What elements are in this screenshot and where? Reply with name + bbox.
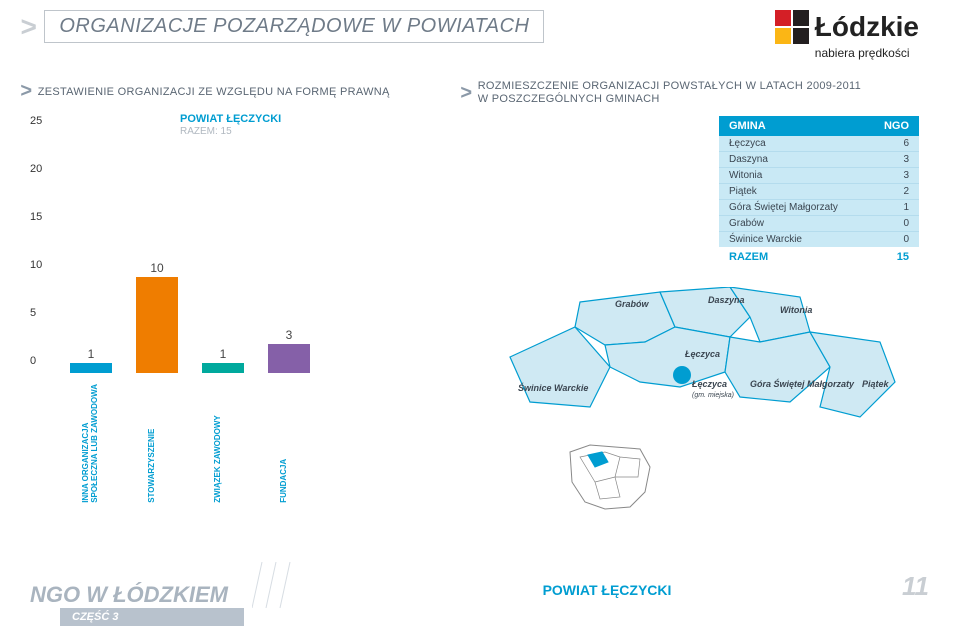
row-name: Łęczyca	[729, 138, 766, 149]
row-name: Witonia	[729, 170, 762, 181]
page-header: > ORGANIZACJE POZARZĄDOWE W POWIATACH Łó…	[0, 0, 959, 60]
bar	[268, 344, 310, 373]
map-region-label: Świnice Warckie	[518, 383, 588, 393]
map-region-label: Góra Świętej Małgorzaty	[750, 379, 854, 389]
row-name: Piątek	[729, 186, 757, 197]
right-column: > ROZMIESZCZENIE ORGANIZACJI POWSTAŁYCH …	[460, 80, 919, 487]
table-head: GMINA NGO	[719, 116, 919, 136]
footer-part: CZĘŚĆ 3	[60, 608, 244, 626]
x-axis-label: FUNDACJA	[280, 461, 298, 503]
row-name: Grabów	[729, 218, 764, 229]
row-value: 1	[903, 202, 909, 213]
y-tick-label: 15	[30, 211, 42, 223]
map-region-label: Grabów	[615, 299, 649, 309]
page-footer: NGO W ŁÓDZKIEM CZĘŚĆ 3 POWIAT ŁĘCZYCKI 1…	[20, 562, 929, 608]
left-subhead: > ZESTAWIENIE ORGANIZACJI ZE WZGLĘDU NA …	[20, 80, 420, 103]
table-row: Świnice Warckie 0	[719, 232, 919, 247]
table-row: Piątek 2	[719, 184, 919, 200]
x-axis-label: STOWARZYSZENIE	[148, 461, 166, 503]
row-value: 3	[903, 170, 909, 181]
page-number: 11	[902, 571, 929, 608]
footer-center: POWIAT ŁĘCZYCKI	[543, 582, 672, 608]
mini-map-icon	[560, 437, 660, 517]
row-name: Świnice Warckie	[729, 234, 802, 245]
bar	[70, 363, 112, 373]
bar-value: 1	[88, 347, 95, 361]
table-row: Góra Świętej Małgorzaty 1	[719, 200, 919, 216]
table-row: Witonia 3	[719, 168, 919, 184]
y-tick-label: 5	[30, 307, 36, 319]
footer-title: NGO W ŁÓDZKIEM	[20, 578, 244, 608]
map-region-label: Łęczyca	[685, 349, 720, 359]
region-map: Grabów Daszyna Witonia Łęczyca Łęczyca(gm. m…	[460, 287, 919, 487]
row-name: Góra Świętej Małgorzaty	[729, 202, 838, 213]
table-row: Grabów 0	[719, 216, 919, 232]
bar-group: 1	[202, 347, 244, 373]
row-value: 2	[903, 186, 909, 197]
logo-subtitle: nabiera prędkości	[815, 46, 919, 60]
y-tick-label: 0	[30, 355, 36, 367]
right-subhead: > ROZMIESZCZENIE ORGANIZACJI POWSTAŁYCH …	[460, 80, 919, 106]
footer-left: NGO W ŁÓDZKIEM CZĘŚĆ 3	[20, 562, 312, 608]
table-foot: RAZEM 15	[719, 247, 919, 267]
chevron-icon: >	[20, 13, 36, 41]
map-region-label: Witonia	[780, 305, 812, 315]
chart-title-text: POWIAT ŁĘCZYCKI	[180, 113, 281, 125]
row-value: 3	[903, 154, 909, 165]
row-value: 0	[903, 234, 909, 245]
left-column: > ZESTAWIENIE ORGANIZACJI ZE WZGLĘDU NA …	[20, 80, 420, 487]
ngo-table: GMINA NGO Łęczyca 6 Daszyna 3 Witonia 3 Piątek…	[719, 116, 919, 267]
table-row: Daszyna 3	[719, 152, 919, 168]
y-tick-label: 25	[30, 115, 42, 127]
logo: Łódzkie nabiera prędkości	[775, 10, 919, 60]
chevron-icon: >	[460, 82, 472, 105]
main-content: > ZESTAWIENIE ORGANIZACJI ZE WZGLĘDU NA …	[0, 60, 959, 487]
table-head-right: NGO	[884, 120, 909, 132]
row-value: 6	[903, 138, 909, 149]
right-subtitle-line1: ROZMIESZCZENIE ORGANIZACJI POWSTAŁYCH W …	[478, 80, 861, 92]
row-name: Daszyna	[729, 154, 768, 165]
bar-value: 1	[220, 347, 227, 361]
table-head-left: GMINA	[729, 120, 766, 132]
map-region-label: Daszyna	[708, 295, 745, 305]
map-region-label: Łęczyca(gm. miejska)	[692, 379, 734, 399]
bar-group: 1	[70, 347, 112, 373]
table-row: Łęczyca 6	[719, 136, 919, 152]
bar-value: 3	[286, 328, 293, 342]
table-foot-right: 15	[897, 251, 909, 263]
right-subtitle: ROZMIESZCZENIE ORGANIZACJI POWSTAŁYCH W …	[478, 80, 861, 106]
map-svg	[460, 287, 920, 457]
x-axis-label: INNA ORGANIZACJASPOŁECZNA LUB ZAWODOWA	[82, 461, 100, 503]
y-tick-label: 20	[30, 163, 42, 175]
row-value: 0	[903, 218, 909, 229]
bar-group: 3	[268, 328, 310, 373]
logo-icon	[775, 10, 809, 44]
x-axis-label: ZWIĄZEK ZAWODOWY	[214, 461, 232, 503]
map-region-label: Piątek	[862, 379, 889, 389]
header-left: > ORGANIZACJE POZARZĄDOWE W POWIATACH	[20, 10, 544, 43]
right-subtitle-line2: W POSZCZEGÓLNYCH GMINACH	[478, 93, 660, 105]
y-tick-label: 10	[30, 259, 42, 271]
bar-group: 10	[136, 261, 178, 373]
chevron-icon: >	[20, 80, 32, 103]
bar	[202, 363, 244, 373]
logo-text: Łódzkie	[815, 13, 919, 41]
table-foot-left: RAZEM	[729, 251, 768, 263]
bar	[136, 277, 178, 373]
left-subtitle: ZESTAWIENIE ORGANIZACJI ZE WZGLĘDU NA FO…	[38, 86, 390, 98]
bar-chart: POWIAT ŁĘCZYCKI RAZEM: 15 11013 INNA ORG…	[30, 113, 420, 413]
bar-value: 10	[150, 261, 163, 275]
footer-divider-icon	[252, 562, 312, 608]
page-title: ORGANIZACJE POZARZĄDOWE W POWIATACH	[44, 10, 544, 43]
